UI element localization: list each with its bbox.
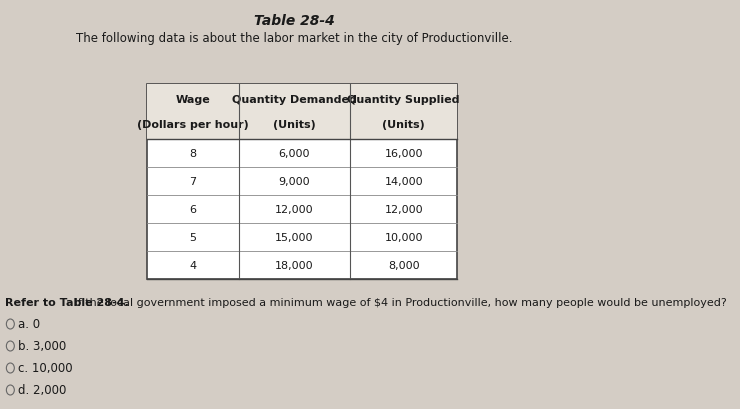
- Text: c. 10,000: c. 10,000: [18, 362, 73, 375]
- Text: 5: 5: [189, 232, 196, 243]
- Text: 10,000: 10,000: [385, 232, 423, 243]
- Bar: [147, 85, 457, 139]
- Text: 6,000: 6,000: [278, 148, 310, 159]
- Text: (Units): (Units): [383, 119, 425, 129]
- Text: 16,000: 16,000: [385, 148, 423, 159]
- Text: 14,000: 14,000: [384, 177, 423, 187]
- Text: Refer to Table 28-4.: Refer to Table 28-4.: [4, 297, 129, 307]
- Text: Table 28-4: Table 28-4: [254, 14, 334, 28]
- Text: a. 0: a. 0: [18, 318, 41, 331]
- Text: (Units): (Units): [273, 119, 316, 129]
- Text: 8: 8: [189, 148, 196, 159]
- Text: Wage: Wage: [175, 95, 210, 105]
- Text: 9,000: 9,000: [278, 177, 310, 187]
- Text: Quantity Demanded: Quantity Demanded: [232, 95, 357, 105]
- Text: (Dollars per hour): (Dollars per hour): [137, 119, 249, 129]
- Bar: [147, 85, 457, 279]
- Text: 15,000: 15,000: [275, 232, 314, 243]
- Text: b. 3,000: b. 3,000: [18, 339, 67, 353]
- Text: 7: 7: [189, 177, 196, 187]
- Text: If the local government imposed a minimum wage of $4 in Productionville, how man: If the local government imposed a minimu…: [71, 297, 727, 307]
- Text: d. 2,000: d. 2,000: [18, 384, 67, 397]
- Text: 12,000: 12,000: [384, 204, 423, 214]
- Text: 6: 6: [189, 204, 196, 214]
- Text: 4: 4: [189, 261, 196, 270]
- Text: 12,000: 12,000: [275, 204, 314, 214]
- Text: 8,000: 8,000: [388, 261, 420, 270]
- Text: Quantity Supplied: Quantity Supplied: [348, 95, 460, 105]
- Text: 18,000: 18,000: [275, 261, 314, 270]
- Text: The following data is about the labor market in the city of Productionville.: The following data is about the labor ma…: [76, 32, 513, 45]
